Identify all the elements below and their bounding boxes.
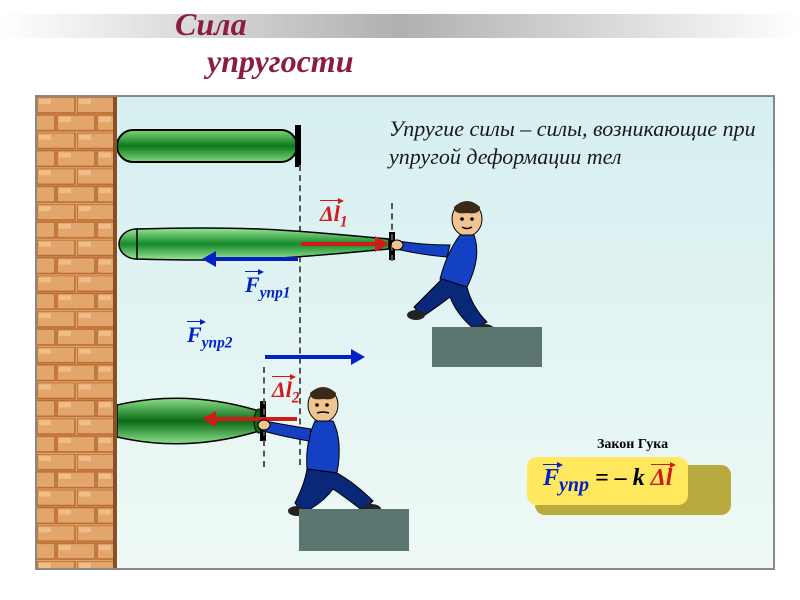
hooke-F-sym: F bbox=[543, 465, 559, 492]
spring-pushed bbox=[117, 393, 267, 449]
arrow-dl1 bbox=[301, 242, 379, 246]
arrow-fupr1 bbox=[212, 257, 298, 261]
label-fupr2: Fупр2 bbox=[187, 322, 232, 352]
spring-rest-endcap bbox=[295, 125, 301, 167]
title-line1: Сила bbox=[175, 6, 247, 42]
hooke-dl: Δl bbox=[651, 465, 673, 492]
label-fupr1: Fупр1 bbox=[245, 272, 290, 302]
title-line2: упругости bbox=[207, 43, 353, 79]
label-dl1: Δl1 bbox=[320, 201, 348, 231]
label-fupr1-text: F bbox=[245, 272, 260, 298]
spring-pushed-body bbox=[117, 393, 267, 449]
label-fupr2-text: F bbox=[187, 322, 202, 348]
label-fupr2-sub: упр2 bbox=[202, 334, 233, 351]
hooke-eq: = – k bbox=[589, 465, 651, 491]
platform-bottom bbox=[299, 509, 409, 551]
slide-title: Сила упругости bbox=[175, 6, 353, 80]
label-dl1-text: Δl bbox=[320, 201, 340, 227]
spring-rest bbox=[117, 127, 302, 165]
hooke-formula-box: Fупр = – k Δl bbox=[527, 457, 688, 505]
hooke-F: Fупр bbox=[543, 465, 589, 491]
platform-top bbox=[432, 327, 542, 367]
arrow-fupr2 bbox=[265, 355, 355, 359]
title-accent-bar bbox=[0, 14, 800, 38]
spring-rest-body bbox=[117, 127, 302, 165]
brick-wall bbox=[37, 97, 117, 568]
diagram-panel: Упругие силы – силы, возникающие при упр… bbox=[35, 95, 775, 570]
person-pulling bbox=[392, 197, 522, 347]
label-dl1-sub: 1 bbox=[340, 213, 348, 230]
hooke-F-sub: упр bbox=[559, 474, 589, 496]
hooke-law-title: Закон Гука bbox=[597, 437, 668, 453]
label-fupr1-sub: упр1 bbox=[260, 284, 291, 301]
description-text: Упругие силы – силы, возникающие при упр… bbox=[389, 115, 759, 170]
